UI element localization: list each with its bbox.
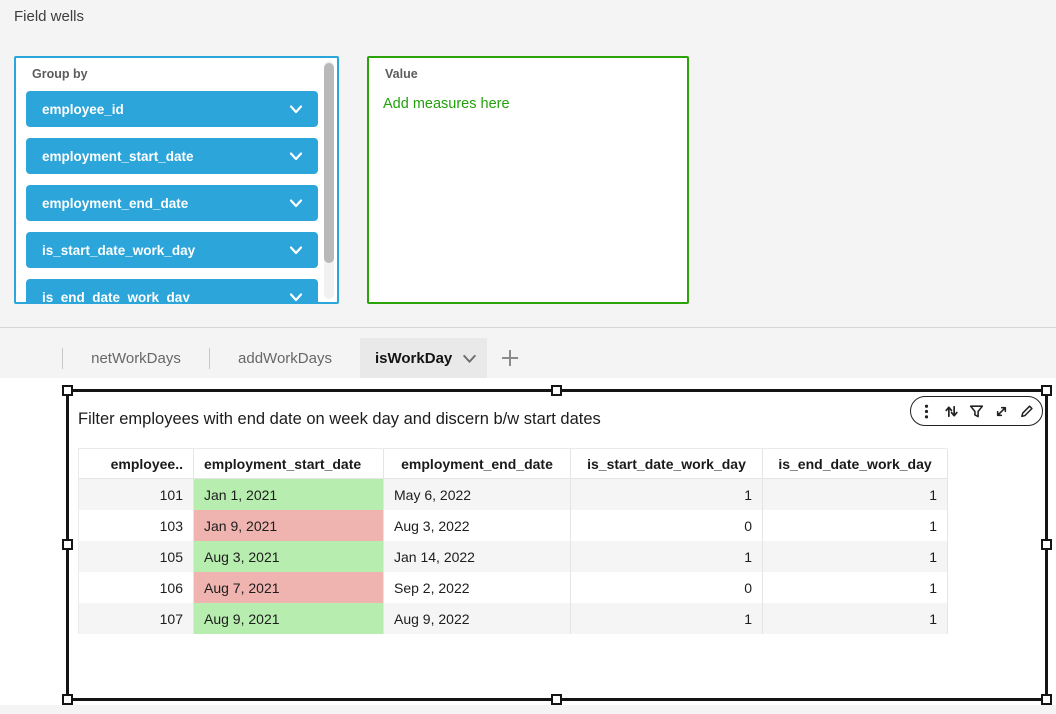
field-pill-is-end-date-work-day[interactable]: is_end_date_work_day bbox=[26, 279, 318, 304]
column-header-employment-end-date[interactable]: employment_end_date bbox=[384, 449, 571, 479]
resize-handle-top-left[interactable] bbox=[62, 385, 73, 396]
table-cell[interactable]: Sep 2, 2022 bbox=[384, 572, 571, 603]
field-pill-label: employee_id bbox=[42, 101, 124, 117]
field-pill-is-start-date-work-day[interactable]: is_start_date_work_day bbox=[26, 232, 318, 268]
table-visual: employee.. employment_start_date employm… bbox=[78, 448, 948, 634]
tab-label: addWorkDays bbox=[238, 349, 332, 367]
tab-isworkday-active[interactable]: isWorkDay bbox=[360, 338, 487, 378]
table-cell[interactable]: 101 bbox=[79, 479, 194, 510]
value-label: Value bbox=[385, 67, 418, 81]
column-header-employee-id[interactable]: employee.. bbox=[79, 449, 194, 479]
field-pill-label: is_start_date_work_day bbox=[42, 242, 196, 258]
field-pill-label: is_end_date_work_day bbox=[42, 289, 190, 304]
field-pill-employment-end-date[interactable]: employment_end_date bbox=[26, 185, 318, 221]
table-cell[interactable]: 0 bbox=[571, 572, 763, 603]
field-pill-employment-start-date[interactable]: employment_start_date bbox=[26, 138, 318, 174]
table-cell[interactable]: Jan 14, 2022 bbox=[384, 541, 571, 572]
table-cell[interactable]: 1 bbox=[763, 479, 948, 510]
tab-label: isWorkDay bbox=[375, 349, 453, 367]
table-cell-highlighted[interactable]: Aug 9, 2021 bbox=[194, 603, 384, 634]
visual-toolbar bbox=[910, 396, 1043, 426]
table-cell[interactable]: 1 bbox=[763, 541, 948, 572]
sort-icon[interactable] bbox=[941, 400, 961, 422]
table-cell[interactable]: May 6, 2022 bbox=[384, 479, 571, 510]
field-wells-title: Field wells bbox=[14, 8, 85, 25]
resize-handle-middle-right[interactable] bbox=[1041, 539, 1052, 550]
resize-handle-middle-left[interactable] bbox=[62, 539, 73, 550]
column-header-is-start-date-work-day[interactable]: is_start_date_work_day bbox=[571, 449, 763, 479]
table-cell[interactable]: 105 bbox=[79, 541, 194, 572]
table-cell[interactable]: 1 bbox=[763, 572, 948, 603]
table-cell-highlighted[interactable]: Jan 9, 2021 bbox=[194, 510, 384, 541]
scrollbar-track[interactable] bbox=[324, 61, 334, 299]
add-sheet-button[interactable] bbox=[494, 338, 526, 378]
value-well[interactable]: Value Add measures here bbox=[367, 56, 689, 304]
field-pill-label: employment_start_date bbox=[42, 148, 194, 164]
table-cell[interactable]: 1 bbox=[571, 541, 763, 572]
visual-title[interactable]: Filter employees with end date on week d… bbox=[78, 410, 601, 428]
resize-handle-top-middle[interactable] bbox=[551, 385, 562, 396]
kebab-menu-icon[interactable] bbox=[916, 400, 936, 422]
table-cell[interactable]: 0 bbox=[571, 510, 763, 541]
tab-separator bbox=[62, 348, 63, 369]
table-cell-highlighted[interactable]: Aug 3, 2021 bbox=[194, 541, 384, 572]
edit-icon[interactable] bbox=[1017, 400, 1037, 422]
tab-networkdays[interactable]: netWorkDays bbox=[63, 338, 209, 378]
filter-icon[interactable] bbox=[966, 400, 986, 422]
chevron-down-icon[interactable] bbox=[461, 350, 478, 367]
chevron-down-icon[interactable] bbox=[288, 289, 304, 302]
group-by-label: Group by bbox=[32, 67, 88, 81]
field-pill-label: employment_end_date bbox=[42, 195, 189, 211]
field-pill-employee-id[interactable]: employee_id bbox=[26, 91, 318, 127]
table-cell[interactable]: 1 bbox=[763, 510, 948, 541]
table-cell[interactable]: 1 bbox=[571, 479, 763, 510]
table-cell-highlighted[interactable]: Jan 1, 2021 bbox=[194, 479, 384, 510]
tab-label: netWorkDays bbox=[91, 349, 181, 367]
sheet-tab-bar: netWorkDays addWorkDays isWorkDay bbox=[0, 338, 1056, 378]
section-divider bbox=[0, 327, 1056, 328]
visual-selection-frame[interactable] bbox=[62, 385, 1052, 705]
chevron-down-icon[interactable] bbox=[288, 195, 304, 211]
resize-handle-bottom-right[interactable] bbox=[1041, 694, 1052, 705]
chevron-down-icon[interactable] bbox=[288, 242, 304, 258]
table-cell[interactable]: Aug 9, 2022 bbox=[384, 603, 571, 634]
table-cell[interactable]: 1 bbox=[571, 603, 763, 634]
table-cell[interactable]: Aug 3, 2022 bbox=[384, 510, 571, 541]
chevron-down-icon[interactable] bbox=[288, 101, 304, 117]
tab-separator bbox=[209, 348, 210, 369]
group-by-field-list: employee_id employment_start_date employ… bbox=[26, 91, 318, 304]
table-cell[interactable]: 1 bbox=[763, 603, 948, 634]
value-empty-text: Add measures here bbox=[383, 96, 510, 112]
scrollbar-thumb[interactable] bbox=[324, 63, 334, 263]
maximize-icon[interactable] bbox=[992, 400, 1012, 422]
table-cell[interactable]: 106 bbox=[79, 572, 194, 603]
chevron-down-icon[interactable] bbox=[288, 148, 304, 164]
table-cell[interactable]: 103 bbox=[79, 510, 194, 541]
resize-handle-bottom-middle[interactable] bbox=[551, 694, 562, 705]
group-by-well[interactable]: Group by employee_id employment_start_da… bbox=[14, 56, 339, 304]
resize-handle-bottom-left[interactable] bbox=[62, 694, 73, 705]
table-cell-highlighted[interactable]: Aug 7, 2021 bbox=[194, 572, 384, 603]
resize-handle-top-right[interactable] bbox=[1041, 385, 1052, 396]
tab-addworkdays[interactable]: addWorkDays bbox=[210, 338, 360, 378]
table-cell[interactable]: 107 bbox=[79, 603, 194, 634]
column-header-is-end-date-work-day[interactable]: is_end_date_work_day bbox=[763, 449, 948, 479]
column-header-employment-start-date[interactable]: employment_start_date bbox=[194, 449, 384, 479]
